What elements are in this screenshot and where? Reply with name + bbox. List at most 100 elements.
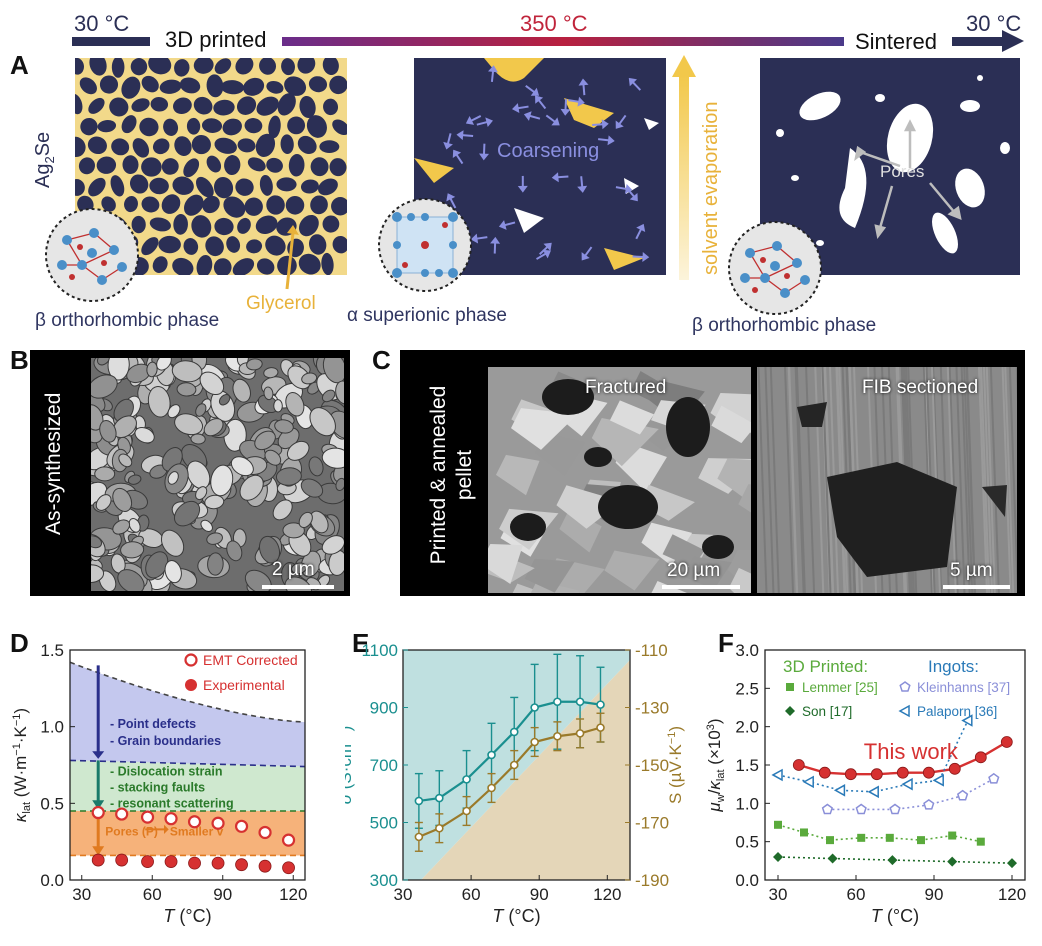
fracture-facet bbox=[534, 432, 586, 476]
palaporn-point bbox=[932, 774, 944, 787]
pore bbox=[702, 535, 734, 559]
grain bbox=[298, 214, 319, 237]
grain bbox=[297, 58, 316, 74]
legend-exp: Experimental bbox=[203, 677, 285, 693]
arrow-icon bbox=[632, 255, 644, 259]
fracture-facet bbox=[488, 544, 523, 585]
mill-streak bbox=[787, 367, 798, 593]
y-right-tick-label: -110 bbox=[635, 641, 668, 660]
particle bbox=[174, 413, 204, 436]
particle bbox=[95, 494, 112, 511]
arrow-head-icon bbox=[615, 120, 624, 129]
grain bbox=[193, 58, 214, 74]
grain bbox=[141, 237, 159, 256]
grain bbox=[243, 77, 265, 96]
band-label-2: - stacking faults bbox=[110, 781, 205, 795]
grain bbox=[247, 157, 266, 172]
grain bbox=[322, 215, 340, 233]
grain bbox=[186, 117, 201, 135]
pore bbox=[584, 447, 612, 467]
arrow-icon bbox=[455, 153, 464, 165]
lemmer-point bbox=[917, 836, 925, 845]
sigma-point bbox=[414, 796, 424, 806]
particle bbox=[226, 540, 243, 562]
grain bbox=[161, 194, 181, 214]
particle bbox=[200, 519, 213, 532]
arrow-right-icon bbox=[1002, 30, 1024, 52]
scale-text-c2: 5 µm bbox=[950, 560, 993, 581]
mill-streak bbox=[1008, 367, 1017, 593]
particle bbox=[167, 404, 181, 419]
arrow-head-icon bbox=[560, 108, 571, 116]
grain bbox=[122, 155, 139, 175]
glycerol-arrow-icon bbox=[285, 225, 299, 290]
grain bbox=[266, 157, 283, 173]
arrow-icon bbox=[557, 175, 569, 179]
grain bbox=[297, 135, 317, 155]
grain bbox=[310, 157, 329, 177]
legend-group-ingots: Ingots: bbox=[928, 657, 979, 676]
grain bbox=[141, 75, 159, 93]
sem-image-fractured bbox=[488, 367, 751, 593]
particle bbox=[210, 464, 234, 497]
legend-emt: EMT Corrected bbox=[203, 652, 298, 668]
particle bbox=[275, 467, 302, 486]
grain bbox=[111, 138, 130, 156]
cold-bar-right bbox=[952, 37, 1004, 46]
y-tick-label: 1.5 bbox=[40, 641, 64, 660]
arrow-blue-head-icon bbox=[92, 751, 105, 759]
arrow-head-icon bbox=[456, 130, 464, 141]
particle bbox=[117, 569, 145, 591]
grain bbox=[276, 177, 297, 192]
experimental-point bbox=[115, 853, 129, 867]
x-tick-label: 60 bbox=[143, 885, 162, 904]
pore bbox=[598, 485, 658, 529]
legend-marker-son bbox=[785, 706, 795, 716]
legend-marker-palaporn bbox=[898, 704, 910, 718]
grain bbox=[179, 77, 201, 94]
grain bbox=[332, 119, 347, 135]
scale-bar-c1 bbox=[662, 585, 740, 589]
grain bbox=[79, 77, 97, 95]
arrow-head-icon bbox=[485, 117, 493, 128]
fracture-facet bbox=[510, 408, 578, 450]
x-tick-label: 120 bbox=[279, 885, 307, 904]
arrow-icon bbox=[449, 197, 457, 209]
particle bbox=[204, 494, 225, 510]
arrow-head-icon bbox=[517, 185, 528, 193]
grain bbox=[183, 238, 199, 255]
arrow-head-icon bbox=[535, 95, 544, 104]
grain bbox=[121, 115, 137, 134]
arrow-icon bbox=[536, 252, 547, 260]
son-point bbox=[773, 852, 783, 862]
particle bbox=[91, 564, 105, 583]
particle bbox=[321, 447, 344, 469]
grain bbox=[87, 136, 107, 155]
mill-streak bbox=[794, 367, 805, 593]
particle bbox=[291, 562, 307, 575]
particle bbox=[190, 433, 206, 445]
scale-bar-b bbox=[262, 585, 334, 589]
band-label-3: Pores (P) bbox=[105, 825, 158, 839]
experimental-point bbox=[211, 856, 225, 870]
mill-streak bbox=[982, 367, 993, 593]
y-right-tick-label: -130 bbox=[635, 699, 669, 718]
y-left-tick-label: 900 bbox=[370, 699, 398, 718]
kleinhanns-point bbox=[855, 803, 867, 815]
lemmer-point bbox=[857, 833, 866, 842]
particle bbox=[134, 426, 155, 444]
grain bbox=[224, 155, 241, 176]
particle bbox=[309, 510, 329, 534]
grain bbox=[223, 196, 246, 218]
kleinhanns-point bbox=[923, 798, 935, 810]
pores-label: Pores bbox=[880, 162, 925, 181]
grain bbox=[255, 215, 278, 235]
x-tick-label: 60 bbox=[847, 885, 866, 904]
band-label-2: - Dislocation strain bbox=[110, 765, 223, 779]
grain bbox=[237, 138, 256, 153]
particle bbox=[254, 430, 276, 451]
mill-streak bbox=[989, 367, 1000, 593]
particle bbox=[309, 407, 336, 437]
particle bbox=[112, 487, 133, 512]
arrow-icon bbox=[446, 133, 452, 145]
